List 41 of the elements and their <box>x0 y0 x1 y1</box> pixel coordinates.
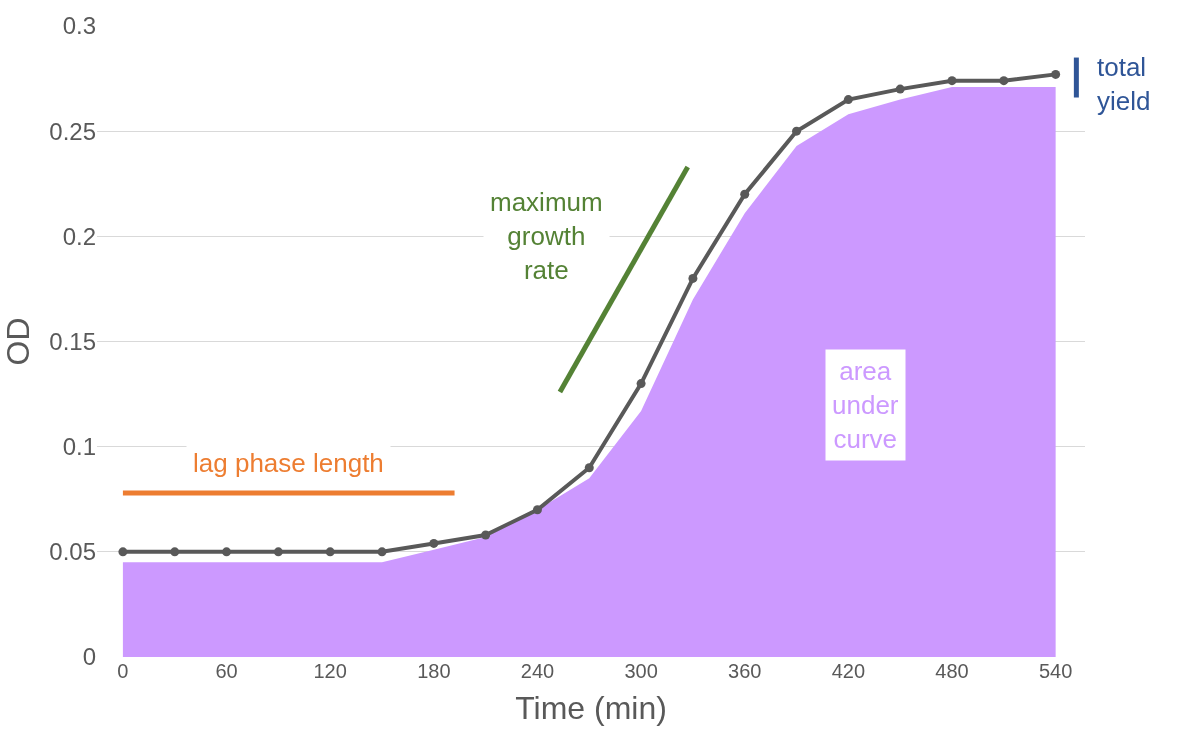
point <box>1051 69 1061 79</box>
x-tick-label: 240 <box>520 660 555 682</box>
point <box>895 84 905 94</box>
point <box>636 379 646 389</box>
point <box>325 547 335 557</box>
y-tick-label: 0.15 <box>49 327 96 355</box>
point <box>273 547 283 557</box>
point <box>947 76 957 86</box>
point <box>377 547 387 557</box>
point <box>481 530 491 540</box>
point <box>118 547 128 557</box>
x-tick-label: 120 <box>313 660 347 682</box>
point <box>429 538 439 548</box>
annotation: area under curve <box>832 356 899 454</box>
annotation: maximum growth rate <box>490 187 603 285</box>
point <box>532 505 542 515</box>
x-tick-label: 0 <box>117 660 129 682</box>
x-axis-title: Time (min) <box>515 689 667 726</box>
x-tick-label: 420 <box>831 660 866 682</box>
y-tick-label: 0.2 <box>62 222 96 250</box>
y-tick-label: 0.1 <box>62 433 96 461</box>
point <box>222 547 232 557</box>
text: total yield <box>1097 52 1151 116</box>
x-tick-label: 300 <box>624 660 658 682</box>
x-tick-label: 60 <box>215 660 238 682</box>
y-axis-title: OD <box>0 317 36 366</box>
point <box>584 463 594 473</box>
x-tick-label: 480 <box>935 660 969 682</box>
point <box>843 95 853 105</box>
annotation: lag phase length <box>193 448 384 478</box>
y-tick-label: 0.05 <box>49 538 96 566</box>
y-tick-label: 0.25 <box>49 117 96 145</box>
y-tick-label: 0.3 <box>62 12 96 40</box>
point <box>999 76 1009 86</box>
point <box>740 189 750 199</box>
x-tick-label: 540 <box>1038 660 1073 682</box>
x-tick-label: 360 <box>728 660 762 682</box>
point <box>688 273 698 283</box>
point <box>170 547 180 557</box>
x-tick-label: 180 <box>417 660 451 682</box>
point <box>792 126 802 136</box>
